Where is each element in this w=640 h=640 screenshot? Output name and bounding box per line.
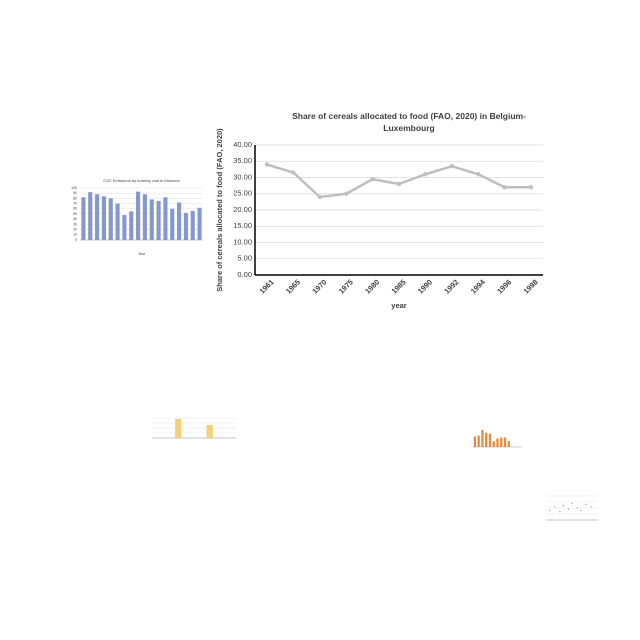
y-tick-label: 0.00 bbox=[237, 270, 252, 279]
point bbox=[571, 502, 573, 504]
bar bbox=[88, 192, 93, 240]
bar bbox=[197, 207, 202, 240]
y-tick-label: 35.00 bbox=[233, 156, 252, 165]
point bbox=[576, 507, 578, 509]
y-tick-label: 40.00 bbox=[233, 140, 252, 149]
bar bbox=[206, 425, 213, 438]
marker bbox=[396, 181, 402, 187]
y-tick-label: 10 bbox=[73, 233, 77, 237]
x-tick-label: 1985 bbox=[390, 278, 408, 296]
x-axis-label: year bbox=[391, 301, 407, 310]
bar bbox=[108, 198, 113, 240]
marker bbox=[528, 185, 534, 190]
x-axis-label: Year bbox=[138, 252, 146, 256]
y-tick-label: 20 bbox=[73, 228, 77, 232]
x-tick-label: 1970 bbox=[310, 278, 328, 296]
bar bbox=[142, 194, 147, 240]
bar bbox=[170, 208, 175, 240]
y-tick-label: 90 bbox=[73, 191, 77, 195]
marker bbox=[317, 194, 322, 200]
point bbox=[585, 503, 587, 505]
bar bbox=[163, 197, 168, 240]
bar bbox=[101, 196, 106, 240]
y-tick-label: 60 bbox=[73, 207, 77, 211]
marker bbox=[370, 176, 375, 182]
bar bbox=[156, 201, 161, 240]
bar bbox=[115, 203, 120, 240]
point bbox=[562, 505, 564, 507]
chart-title: CO2 Emissions by burning coal in Morocco bbox=[103, 178, 180, 183]
bar bbox=[500, 437, 503, 447]
bar bbox=[473, 436, 477, 447]
marker bbox=[264, 162, 270, 167]
point bbox=[554, 506, 556, 508]
marker bbox=[423, 172, 428, 177]
x-tick-label: 1994 bbox=[469, 277, 488, 296]
x-tick-label: 1965 bbox=[284, 278, 302, 296]
y-tick-label: 30 bbox=[73, 222, 77, 226]
x-tick-label: 1992 bbox=[442, 278, 460, 296]
x-tick-label: 1980 bbox=[363, 278, 381, 296]
x-tick-label: 1975 bbox=[337, 278, 355, 296]
bar bbox=[149, 199, 154, 240]
y-tick-label: 0 bbox=[75, 238, 77, 242]
marker bbox=[449, 163, 454, 169]
point bbox=[548, 509, 551, 511]
y-tick-label: 80 bbox=[73, 196, 77, 200]
y-tick-label: 15.00 bbox=[233, 221, 252, 230]
bar bbox=[177, 202, 182, 240]
bar bbox=[507, 441, 510, 447]
bar bbox=[496, 438, 499, 447]
point bbox=[580, 509, 582, 511]
bar bbox=[175, 419, 182, 438]
x-tick-label: 1990 bbox=[416, 278, 434, 296]
line bbox=[266, 163, 531, 199]
bar bbox=[136, 191, 141, 240]
bar bbox=[81, 197, 86, 240]
marker bbox=[291, 170, 296, 175]
x-tick-label: 1996 bbox=[495, 278, 513, 296]
y-tick-label: 100 bbox=[71, 186, 77, 190]
bar bbox=[183, 212, 188, 240]
bar bbox=[122, 215, 127, 240]
marker bbox=[344, 191, 349, 196]
bar bbox=[492, 441, 495, 447]
bar bbox=[481, 429, 484, 447]
chart-title: Share of cereals allocated to food (FAO,… bbox=[292, 111, 526, 133]
y-tick-label: 10.00 bbox=[233, 237, 252, 246]
y-tick-label: 50 bbox=[73, 212, 77, 216]
y-tick-label: 40 bbox=[73, 217, 77, 221]
bar bbox=[488, 433, 492, 447]
point bbox=[559, 511, 561, 513]
marker bbox=[476, 172, 481, 177]
x-tick-label: 1998 bbox=[522, 278, 540, 296]
x-tick-label: 1961 bbox=[258, 278, 276, 296]
y-tick-label: 25.00 bbox=[233, 189, 252, 198]
y-tick-label: 70 bbox=[73, 202, 77, 206]
y-tick-label: 5.00 bbox=[237, 254, 252, 263]
y-tick-label: 30.00 bbox=[233, 172, 252, 181]
bar bbox=[190, 210, 195, 240]
bar bbox=[485, 432, 488, 447]
bar bbox=[95, 194, 100, 240]
point bbox=[590, 506, 592, 508]
bar bbox=[129, 211, 134, 240]
bar bbox=[477, 435, 480, 447]
point bbox=[567, 508, 570, 510]
y-tick-label: 20.00 bbox=[233, 205, 252, 214]
bar bbox=[503, 437, 507, 447]
y-axis-label: Share of cereals allocated to food (FAO,… bbox=[215, 128, 224, 292]
marker bbox=[502, 185, 507, 190]
